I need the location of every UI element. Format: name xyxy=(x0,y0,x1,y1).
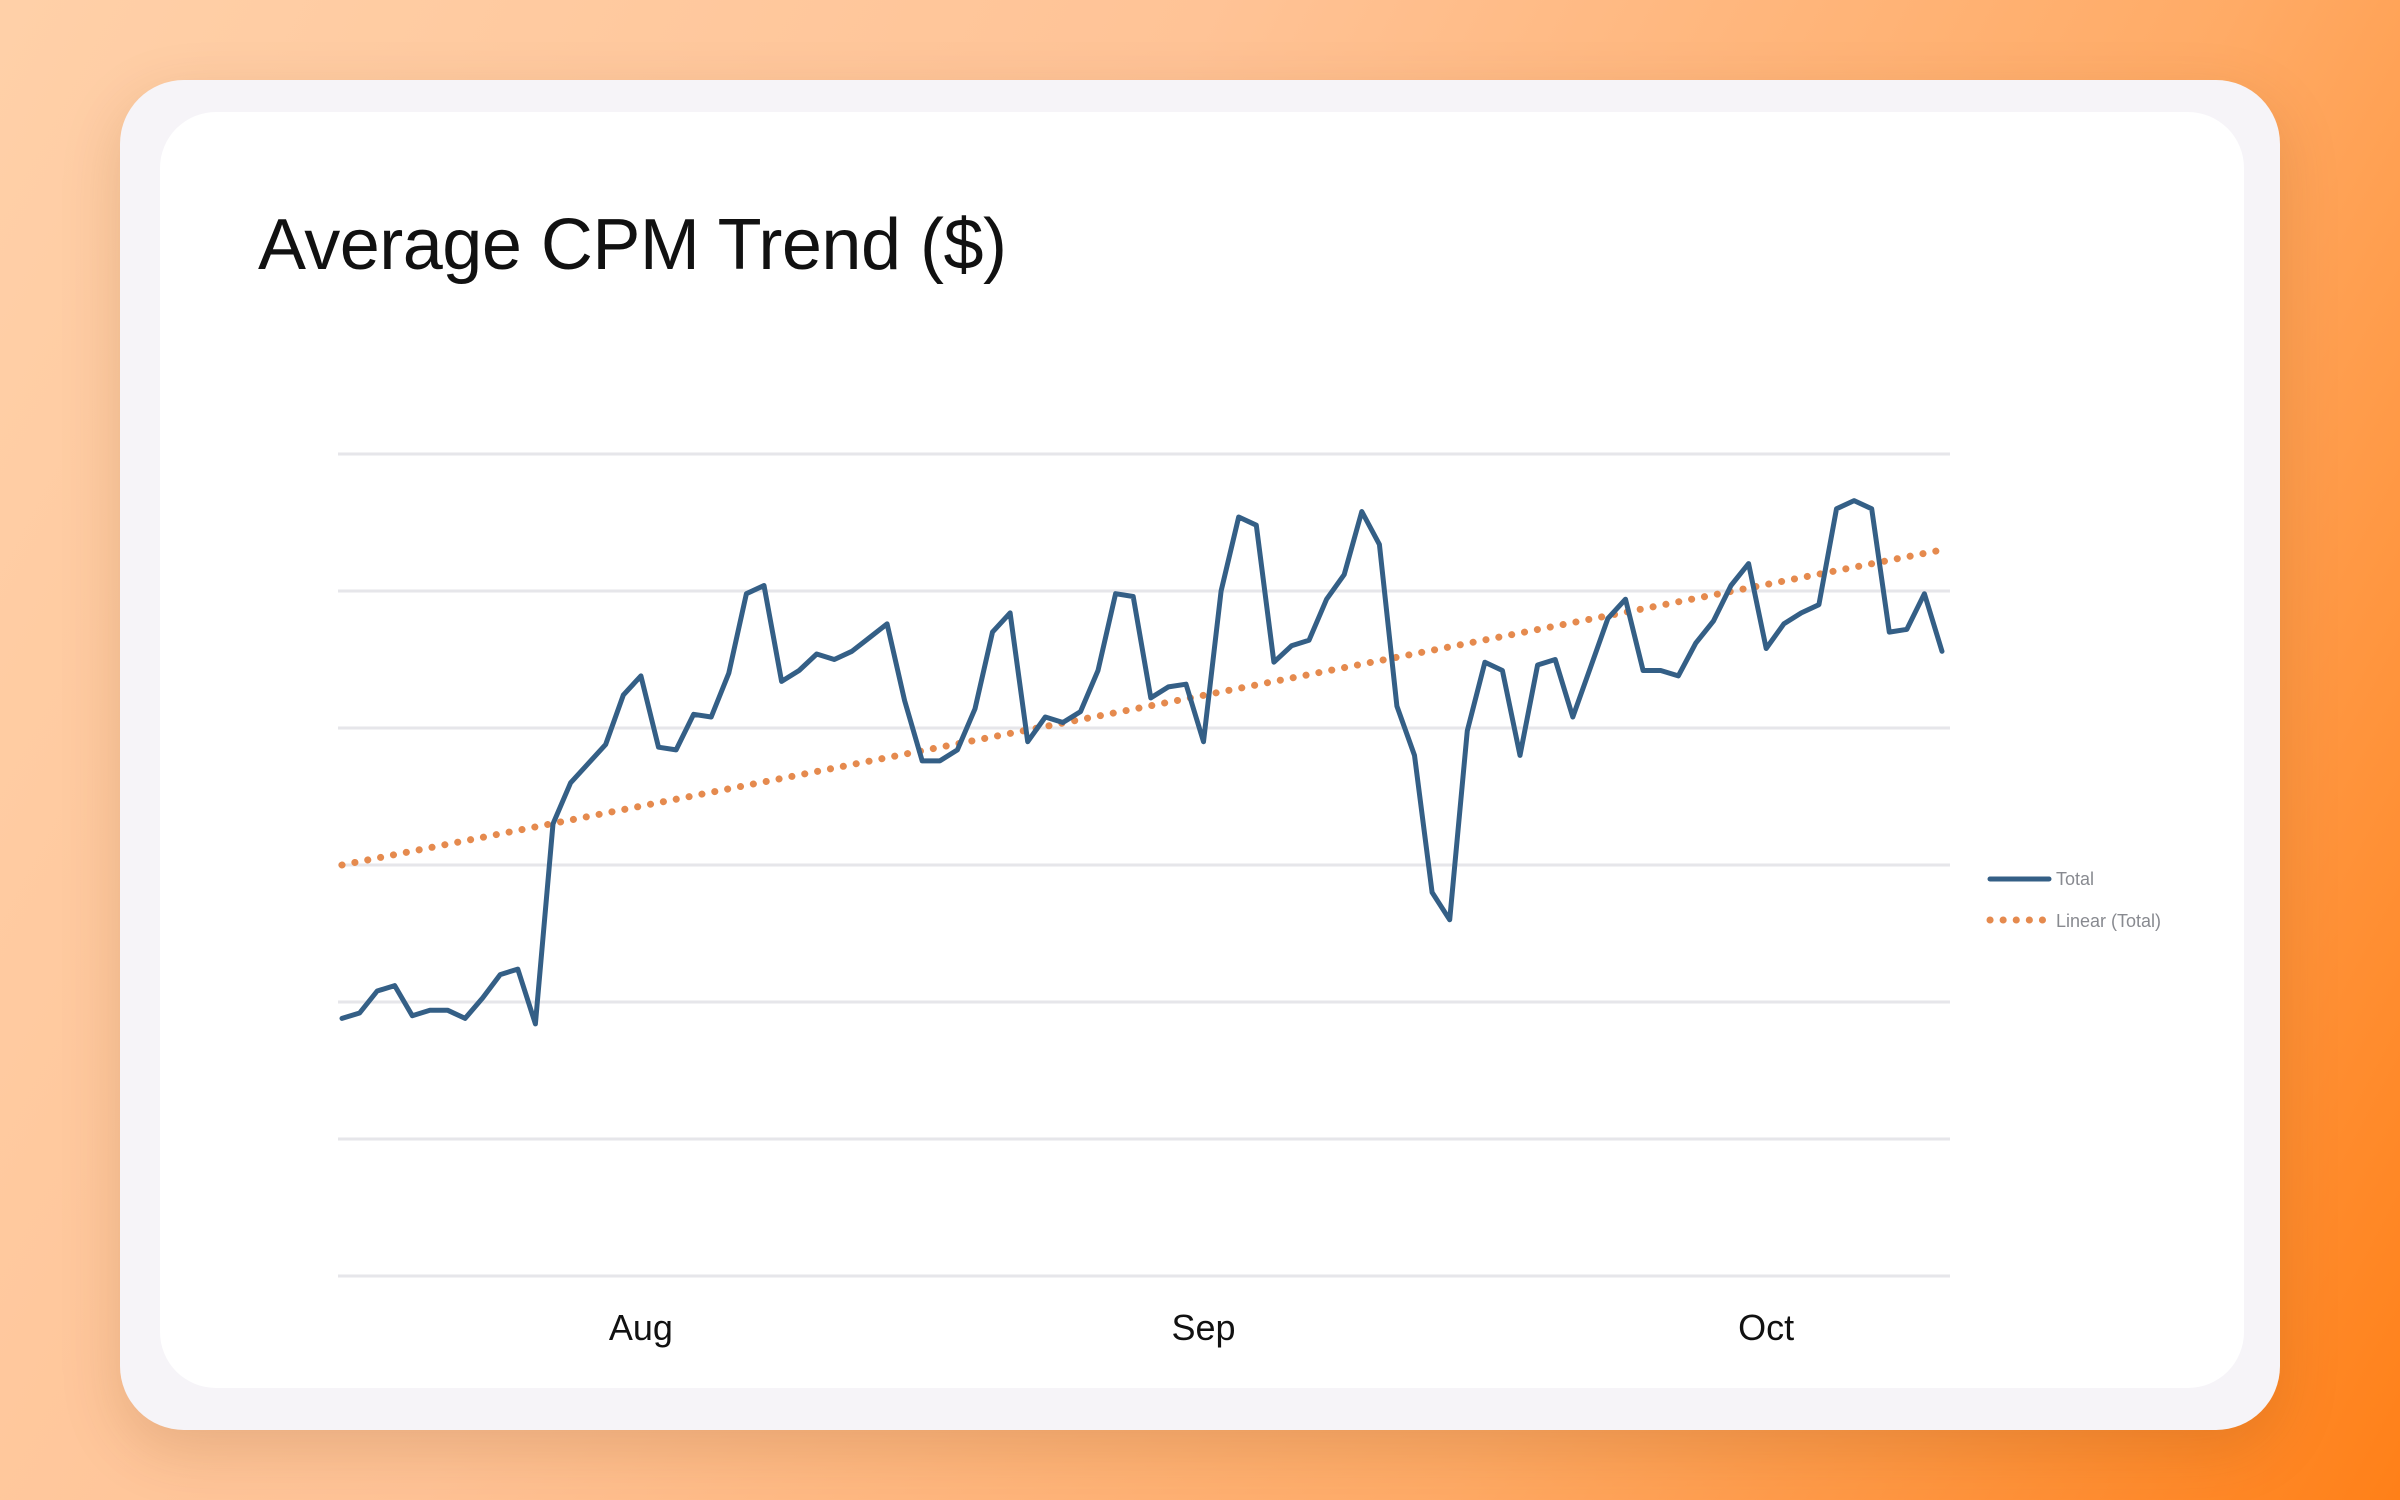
outer-card: Average CPM Trend ($) Aug Sep Oct Total Li… xyxy=(120,80,2280,1430)
x-tick-label: Oct xyxy=(1738,1307,1794,1348)
x-axis-ticks: Aug Sep Oct xyxy=(609,1307,1794,1348)
x-tick-label: Aug xyxy=(609,1307,673,1348)
legend[interactable]: Total Linear (Total) xyxy=(1986,869,2161,931)
series-linear-total xyxy=(338,546,1946,869)
chart-title: Average CPM Trend ($) xyxy=(258,205,1007,285)
gridlines xyxy=(338,452,1950,1278)
legend-linear-label: Linear (Total) xyxy=(2056,911,2161,931)
series-layer xyxy=(338,498,1946,1027)
x-tick-label: Sep xyxy=(1172,1307,1236,1348)
series-total xyxy=(339,498,1945,1027)
legend-total-label: Total xyxy=(2056,869,2094,889)
chart-card: Average CPM Trend ($) Aug Sep Oct Total Li… xyxy=(160,112,2244,1388)
line-chart: Aug Sep Oct Total Linear (Total) xyxy=(338,452,2161,1348)
